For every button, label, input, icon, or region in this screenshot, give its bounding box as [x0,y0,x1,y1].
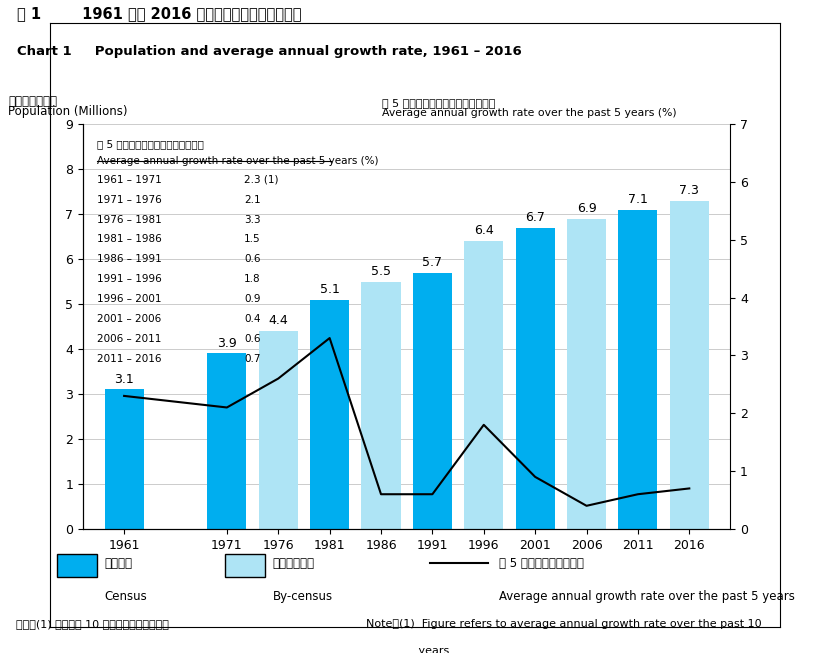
Text: 0.4: 0.4 [244,314,261,324]
Text: 2.1: 2.1 [244,195,261,204]
Text: Census: Census [105,590,148,603]
Text: 圖 1        1961 年至 2016 年的人口及平均每年增長率: 圖 1 1961 年至 2016 年的人口及平均每年增長率 [17,6,301,21]
Text: 2001 – 2006: 2001 – 2006 [97,314,161,324]
Text: 7.3: 7.3 [680,184,699,197]
Text: 5.7: 5.7 [422,256,442,269]
Bar [515,227,554,529]
Text: 1976 – 1981: 1976 – 1981 [97,215,162,225]
Text: 1981 – 1986: 1981 – 1986 [97,234,162,244]
FancyBboxPatch shape [57,554,97,577]
Bar [567,219,606,529]
Text: 3.1: 3.1 [115,373,134,386]
Bar [670,200,709,529]
Bar [618,210,657,529]
Text: 2006 – 2011: 2006 – 2011 [97,334,162,344]
Text: 6.4: 6.4 [474,225,494,238]
Text: 前 5 年內平均每年增長率: 前 5 年內平均每年增長率 [499,556,583,569]
Text: 1961 – 1971: 1961 – 1971 [97,174,162,185]
Text: 6.9: 6.9 [577,202,597,215]
Text: 3.9: 3.9 [217,337,237,350]
Bar [310,300,349,529]
Text: 7.1: 7.1 [628,193,648,206]
Bar [105,389,144,529]
FancyBboxPatch shape [225,554,266,577]
Text: 5.1: 5.1 [320,283,339,296]
Text: 2.3 (1): 2.3 (1) [244,174,279,185]
Bar [413,272,452,529]
Text: 註釋：(1) 數字指前 10 年內平均每年增長率。: 註釋：(1) 數字指前 10 年內平均每年增長率。 [17,619,169,629]
Text: 前 5 年內平均每年增長率（百分率）: 前 5 年內平均每年增長率（百分率） [97,140,204,150]
Text: Average annual growth rate over the past 5 years (%): Average annual growth rate over the past… [382,108,676,118]
Text: 1986 – 1991: 1986 – 1991 [97,255,162,264]
Text: 前 5 年內平均每年增長率（百分率）: 前 5 年內平均每年增長率（百分率） [382,98,496,108]
Text: 0.6: 0.6 [244,334,261,344]
Text: 1996 – 2001: 1996 – 2001 [97,295,162,304]
Bar [362,281,401,529]
Text: 0.9: 0.9 [244,295,261,304]
Text: 5.5: 5.5 [371,265,391,278]
Text: 3.3: 3.3 [244,215,261,225]
Text: Population (Millions): Population (Millions) [8,104,128,118]
Bar [208,353,247,529]
Text: 人口普查: 人口普查 [105,556,133,569]
Text: Average annual growth rate over the past 5 years (%): Average annual growth rate over the past… [97,157,378,167]
Text: Average annual growth rate over the past 5 years: Average annual growth rate over the past… [499,590,795,603]
Text: 6.7: 6.7 [525,211,545,224]
Text: 1971 – 1976: 1971 – 1976 [97,195,162,204]
Text: Note：(1)  Figure refers to average annual growth rate over the past 10: Note：(1) Figure refers to average annual… [366,619,762,629]
Text: 1.5: 1.5 [244,234,261,244]
Text: 4.4: 4.4 [268,314,288,327]
Text: By-census: By-census [272,590,333,603]
Text: Chart 1     Population and average annual growth rate, 1961 – 2016: Chart 1 Population and average annual gr… [17,44,521,57]
Bar [259,331,298,529]
Bar [464,241,503,529]
Text: 1.8: 1.8 [244,274,261,284]
Text: 2011 – 2016: 2011 – 2016 [97,354,162,364]
Text: years.: years. [366,646,453,653]
Text: 0.7: 0.7 [244,354,261,364]
Text: 1991 – 1996: 1991 – 1996 [97,274,162,284]
Text: 人口（百萬人）: 人口（百萬人） [8,95,57,108]
Text: 中期人口統計: 中期人口統計 [272,556,315,569]
Text: 0.6: 0.6 [244,255,261,264]
